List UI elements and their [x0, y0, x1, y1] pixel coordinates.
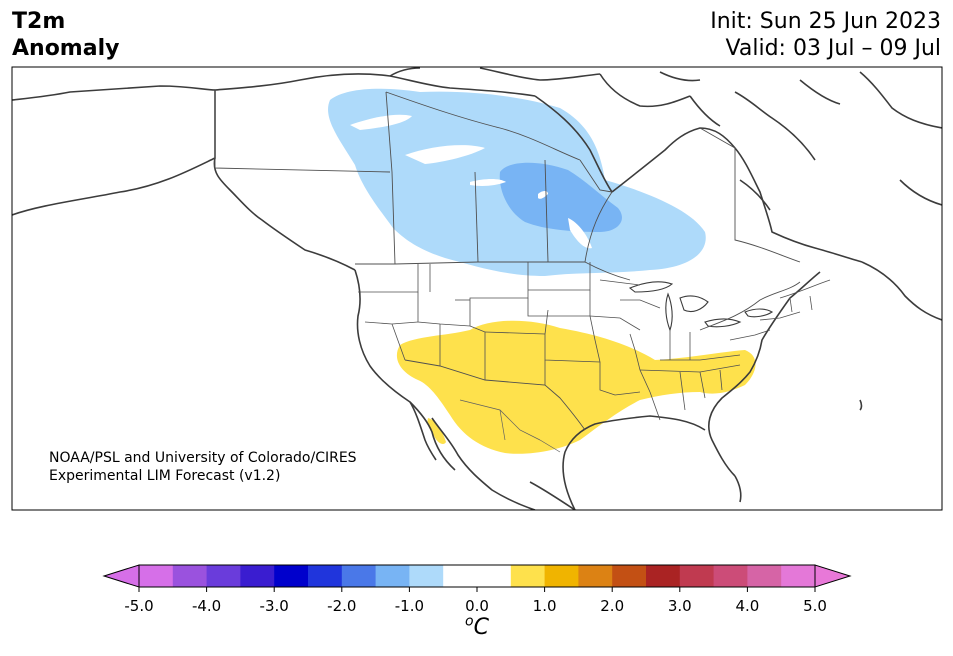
warm-anomaly-region: [396, 320, 756, 454]
forecast-dates: Init: Sun 25 Jun 2023 Valid: 03 Jul – 09…: [710, 8, 941, 62]
credit-line-1: NOAA/PSL and University of Colorado/CIRE…: [49, 450, 357, 466]
colorbar-tick-label: 3.0: [668, 597, 692, 615]
credit-line-2: Experimental LIM Forecast (v1.2): [49, 468, 281, 484]
init-date: Init: Sun 25 Jun 2023: [710, 9, 941, 34]
title-line-1: T2m: [12, 9, 66, 34]
colorbar-cell: [139, 565, 174, 587]
colorbar-cell: [375, 565, 410, 587]
colorbar-cell: [544, 565, 579, 587]
colorbar-cell: [578, 565, 613, 587]
colorbar-extend-high: [814, 564, 852, 588]
colorbar-cell: [308, 565, 343, 587]
colorbar-unit-label: oC: [465, 614, 489, 641]
colorbar-tick-label: -1.0: [395, 597, 424, 615]
colorbar-tick-label: 5.0: [803, 597, 827, 615]
colorbar-tick-label: -5.0: [124, 597, 153, 615]
colorbar-tick-label: -4.0: [192, 597, 221, 615]
colorbar-tick-label: 2.0: [600, 597, 624, 615]
province-boundaries: [214, 90, 831, 299]
international-borders: [355, 261, 801, 431]
colorbar-cell: [443, 565, 478, 587]
title-line-2: Anomaly: [12, 36, 120, 61]
colorbar-tick-label: 0.0: [465, 597, 489, 615]
colorbar-cell: [679, 565, 715, 587]
colorbar-cell: [713, 565, 748, 587]
colorbar-cell: [646, 565, 681, 587]
colorbar-cell: [747, 565, 782, 587]
colorbar-cell: [274, 565, 309, 587]
great-lakes: [628, 281, 774, 332]
colorbar-cell: [781, 565, 816, 587]
colorbar-tick-label: 4.0: [735, 597, 759, 615]
mexico-boundaries: [459, 399, 561, 453]
state-boundaries: [358, 262, 813, 421]
map-title: T2m Anomaly: [12, 8, 119, 62]
valid-date: Valid: 03 Jul – 09 Jul: [725, 36, 941, 61]
colorbar-cell: [240, 565, 275, 587]
colorbar-tick-label: -3.0: [260, 597, 289, 615]
colorbar-cell: [477, 565, 512, 587]
colorbar-cell: [612, 565, 647, 587]
colorbar-extend-low: [102, 564, 140, 588]
colorbar-cell: [206, 565, 241, 587]
colorbar-tick-label: -2.0: [327, 597, 356, 615]
warm-anomaly-baja: [427, 418, 446, 444]
forecast-credit: NOAA/PSL and University of Colorado/CIRE…: [49, 449, 357, 485]
colorbar-tick-label: 1.0: [533, 597, 557, 615]
map-frame: [11, 66, 943, 511]
cool-anomaly-core: [499, 162, 622, 232]
colorbar-cell: [510, 565, 546, 587]
colorbar-cell: [341, 565, 377, 587]
colorbar-cell: [172, 565, 208, 587]
colorbar-cell: [409, 565, 444, 587]
